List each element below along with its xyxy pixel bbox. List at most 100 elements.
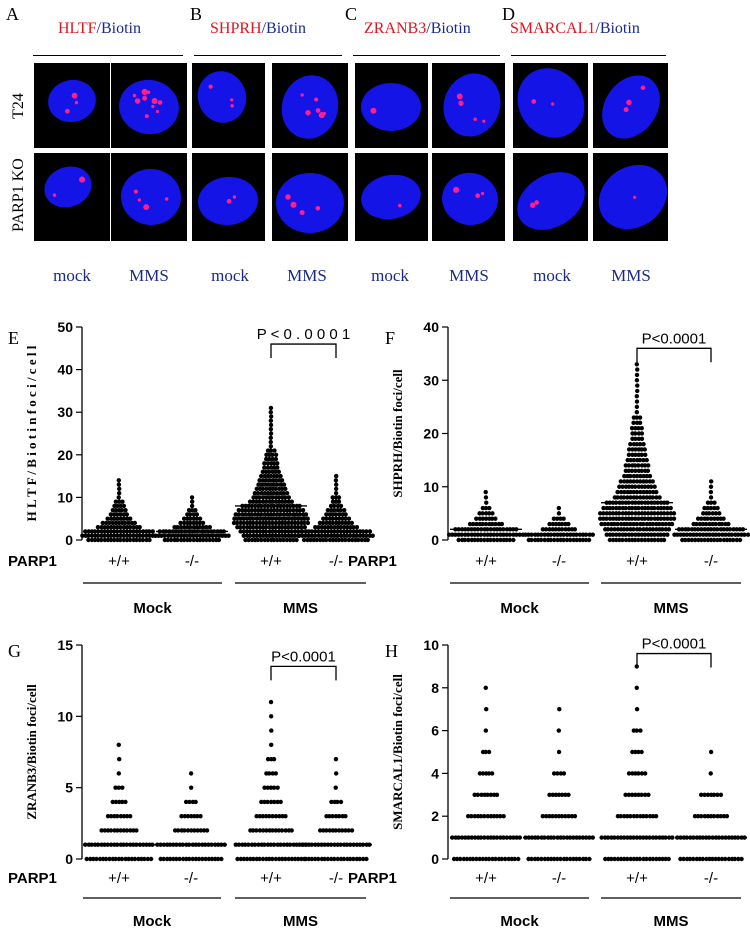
data-point <box>693 537 698 543</box>
data-point <box>266 814 272 819</box>
data-point <box>84 856 89 862</box>
data-point <box>539 856 544 862</box>
data-point <box>485 814 491 819</box>
data-point <box>491 814 497 819</box>
genotype-label: -/- <box>704 553 718 570</box>
data-point <box>346 828 351 833</box>
data-point <box>458 856 463 862</box>
data-point <box>475 792 480 797</box>
data-point <box>732 856 737 862</box>
group-label: Mock <box>133 600 172 617</box>
focus-dot <box>482 119 486 123</box>
data-point <box>713 532 718 537</box>
data-point <box>201 537 206 543</box>
data-point <box>260 499 266 504</box>
parp1-row-label: PARP1 <box>348 870 397 887</box>
data-point <box>715 792 720 797</box>
data-point <box>119 507 125 513</box>
data-point <box>556 511 562 516</box>
data-point <box>620 511 625 516</box>
panel-label-a: A <box>6 4 19 24</box>
data-point <box>271 799 277 805</box>
data-point <box>514 532 519 537</box>
data-point <box>491 537 497 543</box>
data-point <box>700 521 706 527</box>
data-point <box>705 500 711 505</box>
data-point <box>108 512 114 517</box>
data-point <box>547 814 552 819</box>
data-point <box>351 525 356 530</box>
col-label-mock-b: mock <box>211 266 249 285</box>
data-point <box>571 537 576 543</box>
micrograph-cell <box>34 63 110 148</box>
data-point <box>615 527 621 532</box>
data-point <box>615 495 620 500</box>
data-point <box>708 500 714 505</box>
col-label-mock-c: mock <box>371 266 409 285</box>
data-point <box>80 533 85 538</box>
data-point <box>158 856 163 862</box>
data-point <box>637 457 643 463</box>
data-point <box>658 511 664 516</box>
data-point <box>604 516 609 521</box>
data-point <box>126 856 131 862</box>
data-point <box>634 685 639 690</box>
data-point <box>191 537 196 543</box>
data-point <box>247 533 253 538</box>
data-point <box>364 533 369 538</box>
data-point <box>269 728 274 733</box>
data-point <box>144 533 149 538</box>
data-point <box>629 532 635 537</box>
focus-dot <box>480 191 485 196</box>
data-point <box>634 394 640 399</box>
data-point <box>86 533 91 538</box>
data-point <box>550 814 555 819</box>
data-point <box>598 516 603 521</box>
data-point <box>634 707 640 712</box>
data-point <box>338 799 344 805</box>
data-point <box>333 486 339 492</box>
data-point <box>268 699 274 705</box>
data-point <box>643 452 648 457</box>
data-point <box>337 512 342 517</box>
data-point <box>179 814 184 819</box>
data-point <box>305 537 310 543</box>
data-point <box>465 532 471 537</box>
data-point <box>263 469 269 475</box>
data-point <box>279 478 285 483</box>
data-point <box>629 484 635 489</box>
data-point <box>711 814 717 819</box>
data-point <box>283 486 288 492</box>
data-point <box>632 463 638 468</box>
data-point <box>642 532 648 537</box>
data-point <box>704 856 709 862</box>
data-point <box>618 521 624 527</box>
data-point <box>117 756 122 762</box>
data-point <box>729 532 734 537</box>
data-point <box>623 532 628 537</box>
data-point <box>178 525 184 530</box>
data-point <box>739 856 744 862</box>
data-point <box>332 525 337 530</box>
data-point <box>181 533 187 538</box>
data-point <box>252 490 258 496</box>
data-point <box>283 533 288 538</box>
data-point <box>275 490 280 496</box>
data-point <box>493 516 498 521</box>
data-point <box>642 505 648 511</box>
data-point <box>95 537 101 543</box>
focus-dot <box>531 99 537 104</box>
nucleus <box>443 73 501 137</box>
group-label: MMS <box>654 913 689 928</box>
data-point <box>195 828 200 833</box>
data-point <box>683 537 688 543</box>
data-point <box>327 828 332 833</box>
data-point <box>231 520 237 526</box>
data-point <box>628 489 633 495</box>
data-point <box>666 527 672 532</box>
data-point <box>716 532 722 537</box>
data-point <box>681 856 686 862</box>
micrograph-cell <box>593 153 668 241</box>
data-point <box>247 499 253 504</box>
data-point <box>105 516 110 521</box>
